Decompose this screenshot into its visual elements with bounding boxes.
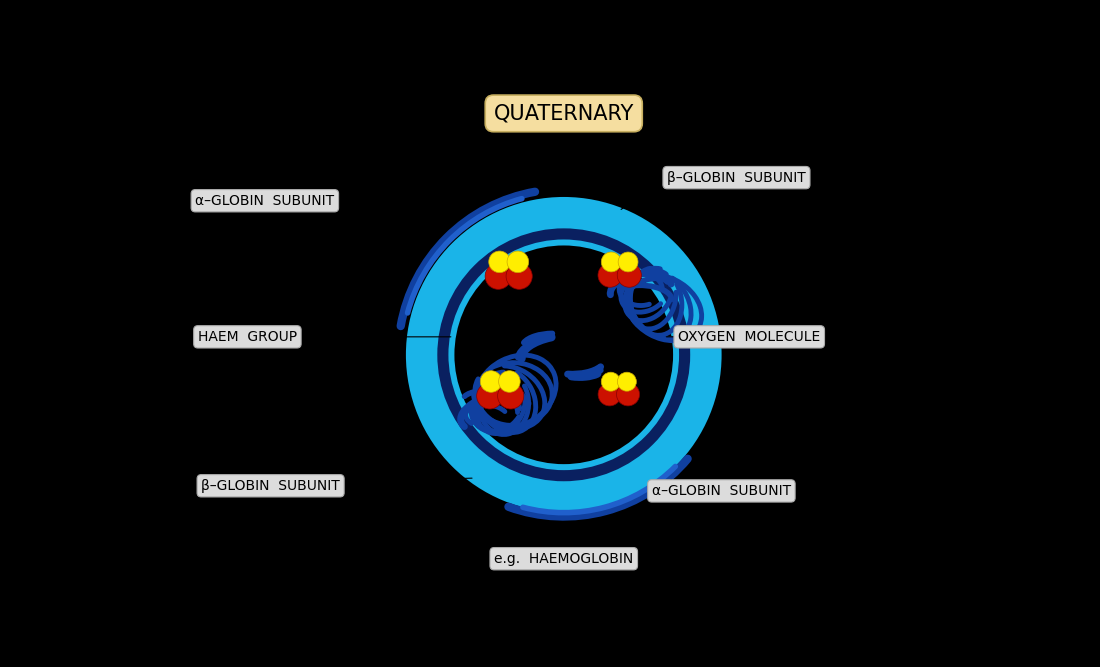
- Text: e.g.  HAEMOGLOBIN: e.g. HAEMOGLOBIN: [494, 552, 634, 566]
- Circle shape: [506, 263, 532, 289]
- Text: α–GLOBIN  SUBUNIT: α–GLOBIN SUBUNIT: [196, 193, 334, 207]
- Circle shape: [485, 263, 512, 289]
- Circle shape: [616, 383, 639, 406]
- Circle shape: [454, 245, 673, 464]
- Circle shape: [507, 251, 529, 273]
- Circle shape: [617, 372, 637, 391]
- Circle shape: [598, 383, 622, 406]
- Circle shape: [497, 383, 524, 409]
- Circle shape: [602, 252, 621, 272]
- Text: β–GLOBIN  SUBUNIT: β–GLOBIN SUBUNIT: [201, 479, 340, 493]
- Circle shape: [598, 263, 623, 287]
- Text: QUATERNARY: QUATERNARY: [494, 103, 634, 123]
- Circle shape: [498, 371, 520, 392]
- Text: α–GLOBIN  SUBUNIT: α–GLOBIN SUBUNIT: [652, 484, 791, 498]
- Text: OXYGEN  MOLECULE: OXYGEN MOLECULE: [678, 330, 821, 344]
- Circle shape: [406, 197, 722, 513]
- Circle shape: [488, 251, 510, 273]
- Circle shape: [481, 371, 502, 392]
- Circle shape: [618, 252, 638, 272]
- Text: β–GLOBIN  SUBUNIT: β–GLOBIN SUBUNIT: [667, 171, 806, 185]
- Circle shape: [617, 263, 641, 287]
- Text: HAEM  GROUP: HAEM GROUP: [198, 330, 297, 344]
- Circle shape: [476, 383, 503, 409]
- Circle shape: [602, 372, 620, 391]
